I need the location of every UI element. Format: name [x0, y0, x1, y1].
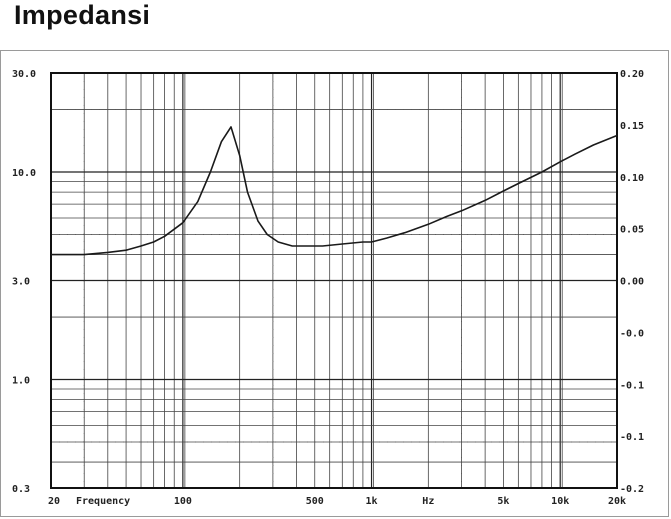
y-tick-label-right: 0.05: [620, 225, 644, 236]
y-tick-label-left: 30.0: [12, 69, 36, 80]
y-tick-label-right: 0.00: [620, 277, 644, 288]
x-axis-label: Frequency: [76, 496, 130, 507]
y-tick-labels-left: 30.0 10.0 3.0 1.0 0.3: [12, 69, 36, 495]
chart-frame: 30.0 10.0 3.0 1.0 0.3 0.20 0.15 0.10 0.05 0.00 -0…: [0, 50, 669, 517]
chart-title: Impedansi: [14, 0, 151, 30]
plot-border: [50, 72, 618, 489]
x-tick-label: 20k: [608, 496, 626, 507]
x-tick-label: 5k: [497, 496, 509, 507]
impedance-chart: 30.0 10.0 3.0 1.0 0.3 0.20 0.15 0.10 0.05 0.00 -0…: [12, 69, 644, 507]
y-tick-label-left: 3.0: [12, 277, 30, 288]
y-tick-label-right: -0.2: [620, 484, 644, 495]
y-tick-label-right: -0.0: [620, 328, 644, 339]
y-tick-label-left: 1.0: [12, 376, 30, 387]
y-tick-label-right: -0.1: [620, 432, 644, 443]
y-tick-labels-right: 0.20 0.15 0.10 0.05 0.00 -0.0 -0.1 -0.1 -0.2: [620, 69, 644, 495]
y-tick-label-right: 0.10: [620, 173, 644, 184]
x-tick-label: 10k: [551, 496, 569, 507]
x-tick-label: 500: [306, 496, 324, 507]
y-tick-label-left: 0.3: [12, 484, 30, 495]
x-tick-label: 100: [174, 496, 192, 507]
series-layer: [51, 126, 618, 256]
y-tick-label-right: 0.20: [620, 69, 644, 80]
x-axis-unit: Hz: [422, 496, 434, 507]
impedance-curve: [51, 126, 618, 256]
y-tick-label-right: -0.1: [620, 380, 644, 391]
grid: [50, 73, 618, 489]
x-tick-label: 20: [48, 496, 60, 507]
x-tick-labels: 20 100 500 1k 5k 10k 20k Frequency Hz: [48, 496, 626, 507]
y-tick-label-right: 0.15: [620, 121, 644, 132]
x-tick-label: 1k: [366, 496, 378, 507]
y-tick-label-left: 10.0: [12, 168, 36, 179]
plot-area-border: [50, 72, 618, 489]
